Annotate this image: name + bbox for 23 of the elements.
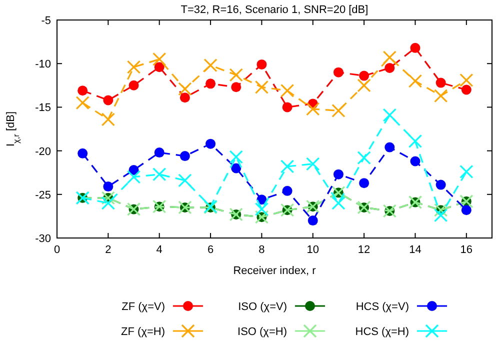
x-tick-label: 14 (409, 244, 422, 256)
y-tick-label: -20 (35, 146, 51, 158)
legend-label: ZF (χ=H) (121, 326, 165, 338)
x-tick-label: 12 (358, 244, 370, 256)
legend-label: ISO (χ=V) (238, 301, 287, 313)
x-tick-label: 2 (105, 244, 112, 256)
x-tick-label: 6 (207, 244, 214, 256)
chart-title: T=32, R=16, Scenario 1, SNR=20 [dB] (180, 4, 368, 16)
legend-label: ZF (χ=V) (122, 301, 165, 313)
y-tick-label: -5 (41, 15, 51, 27)
x-tick-label: 16 (460, 244, 473, 256)
y-tick-label: -25 (35, 189, 51, 202)
x-tick-label: 10 (306, 244, 320, 256)
y-tick-label: -30 (35, 233, 51, 245)
x-tick-label: 4 (156, 244, 162, 256)
x-tick-label: 0 (54, 244, 60, 256)
y-tick-label: -15 (35, 102, 51, 114)
y-tick-label: -10 (35, 58, 51, 71)
x-tick-label: 8 (258, 244, 265, 256)
legend-label: HCS (χ=H) (355, 326, 409, 338)
legend-label: HCS (χ=V) (356, 301, 409, 313)
legend-label: ISO (χ=H) (238, 326, 287, 338)
x-axis-title: Receiver index, r (233, 265, 316, 277)
